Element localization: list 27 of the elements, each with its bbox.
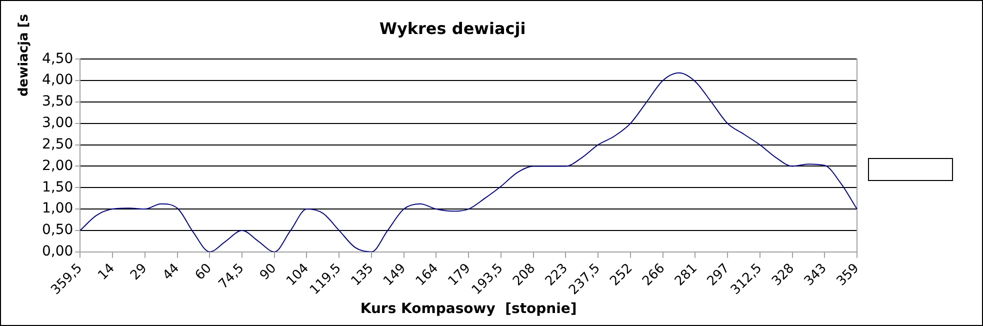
x-tick-label: 359 — [834, 260, 862, 290]
y-tick-label: 0,00 — [42, 243, 74, 260]
x-tick-label: 164 — [413, 260, 442, 290]
x-tick-label: 135 — [348, 260, 377, 290]
x-tick-label: 44 — [160, 260, 182, 284]
y-tick-label: 1,00 — [42, 200, 74, 217]
x-tick-label: 14 — [95, 260, 118, 284]
y-tick-label: 3,50 — [42, 94, 74, 110]
x-tick-label: 90 — [257, 260, 280, 284]
y-tick-label: 1,50 — [42, 179, 74, 196]
x-tick-label: 149 — [380, 260, 410, 290]
x-tick-label: 252 — [607, 260, 636, 290]
x-tick-label: 343 — [802, 260, 830, 290]
x-tick-label: 60 — [192, 260, 215, 284]
x-tick-label: 208 — [510, 260, 539, 290]
x-tick-label: 29 — [128, 260, 150, 284]
y-tick-label: 2,50 — [42, 136, 74, 152]
y-tick-label: 2,00 — [42, 158, 74, 174]
chart-title: Wykres dewiacji — [379, 18, 526, 38]
x-axis-title: Kurs Kompasowy [stopnie] — [360, 301, 577, 318]
y-tick-label: 0,50 — [42, 222, 74, 238]
y-tick-label: 3,00 — [42, 115, 74, 132]
x-tick-label: 328 — [769, 260, 798, 290]
y-tick-label: 4,00 — [42, 72, 74, 88]
x-tick-label: 281 — [672, 260, 700, 290]
y-axis-title: dewiacja [s — [16, 14, 32, 97]
y-tick-label: 4,50 — [42, 50, 74, 67]
